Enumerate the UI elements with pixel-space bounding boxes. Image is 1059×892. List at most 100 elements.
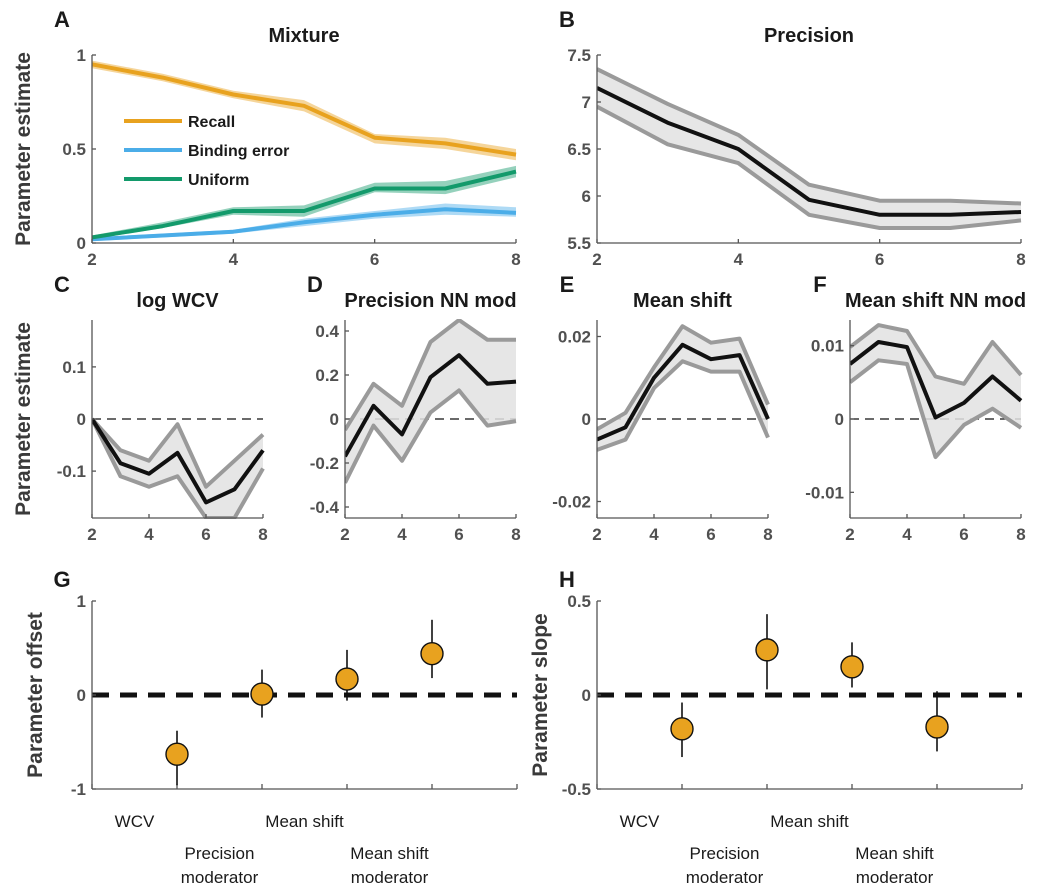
point-marker — [250, 682, 274, 706]
mean-line — [597, 86, 1022, 217]
x-tick-label-D: 2 — [340, 525, 349, 544]
x-tick-label-B: 2 — [592, 250, 601, 269]
series-mean — [597, 324, 770, 452]
x-tick-label-E: 2 — [592, 525, 601, 544]
y-tick-label-G: -1 — [71, 780, 86, 799]
panel-label-H: H — [559, 567, 575, 592]
x-tick-label-A: 4 — [229, 250, 239, 269]
y-axis-label-H: Parameter slope — [529, 613, 552, 776]
x-tick-label-C: 2 — [87, 525, 96, 544]
x-tick-label-C: 8 — [258, 525, 267, 544]
category-label-line: Mean shift — [770, 812, 849, 831]
y-tick-label-B: 6.5 — [567, 140, 591, 159]
point-marker — [925, 715, 949, 739]
category-label-line: Precision — [690, 844, 760, 863]
ci-band — [92, 419, 263, 518]
panel-title-B: Precision — [764, 25, 854, 47]
category-label-line: WCV — [620, 812, 660, 831]
ci-lower-line — [345, 388, 517, 484]
y-tick-label-D: -0.2 — [310, 454, 339, 473]
panel-title-A: Mixture — [268, 25, 339, 47]
y-tick-label-E: 0.02 — [558, 328, 591, 347]
panel-label-G: G — [53, 567, 70, 592]
panel-label-B: B — [559, 7, 575, 32]
series-mean — [850, 323, 1023, 460]
category-label: Mean shift moderator — [855, 844, 934, 887]
x-tick-label-A: 8 — [511, 250, 520, 269]
x-tick-label-F: 4 — [902, 525, 912, 544]
y-tick-label-B: 5.5 — [567, 234, 591, 253]
panel-label-D: D — [307, 272, 323, 297]
series-line — [92, 169, 517, 240]
series-mean — [345, 319, 517, 484]
y-tick-label-H: 0 — [582, 686, 591, 705]
x-tick-label-D: 6 — [454, 525, 463, 544]
y-tick-label-B: 7.5 — [567, 46, 591, 65]
category-label-line: moderator — [351, 868, 429, 887]
category-label: Mean shift — [770, 812, 849, 831]
panel-label-F: F — [813, 272, 826, 297]
panel-C: 0.1 0 -0.1 2 4 6 8 log WCV C Parameter estimate — [12, 272, 268, 544]
category-label-line: Mean shift — [350, 844, 429, 863]
category-label: Mean shift moderator — [350, 844, 429, 887]
y-tick-label-D: 0.4 — [315, 322, 339, 341]
series-line — [92, 62, 517, 157]
category-label: WCV — [620, 812, 660, 831]
ci-upper-line — [597, 67, 1022, 206]
y-tick-label-F: 0.01 — [811, 337, 844, 356]
panel-E: 0.02 0 -0.022 4 6 8 Mean shift E — [552, 272, 772, 544]
y-tick-label-B: 7 — [582, 93, 591, 112]
panel-title-C: log WCV — [136, 290, 219, 312]
y-tick-label-H: -0.5 — [562, 780, 591, 799]
legend-entry: Recall — [188, 114, 235, 131]
panel-F: 0.01 0 -0.01 2 4 6 8 Mean shift NN mod F — [805, 272, 1026, 544]
panel-title-D: Precision NN mod — [344, 290, 516, 312]
panel-H: WCV Precision moderator Mean shift Mean shif… — [529, 567, 1023, 887]
point-marker — [165, 742, 189, 766]
category-label-line: Precision — [185, 844, 255, 863]
legend-entry: Uniform — [188, 172, 249, 189]
panel-D: 0.4 0.2 0 -0.2 -0.42 4 6 8 Precision NN mod D — [307, 272, 521, 544]
ci-band — [597, 69, 1021, 228]
y-tick-label-D: 0.2 — [315, 366, 339, 385]
y-tick-label-B: 6 — [582, 187, 591, 206]
panel-title-E: Mean shift — [633, 290, 732, 312]
x-tick-label-B: 6 — [875, 250, 884, 269]
series-binding-error — [92, 203, 517, 242]
point-marker — [755, 638, 779, 662]
x-tick-label-F: 6 — [959, 525, 968, 544]
mean-line — [850, 340, 1023, 420]
x-tick-label-B: 4 — [734, 250, 744, 269]
panel-label-C: C — [54, 272, 70, 297]
mean-line — [597, 342, 770, 442]
y-tick-label-E: -0.02 — [552, 493, 591, 512]
x-tick-label-E: 8 — [763, 525, 772, 544]
mean-line — [92, 417, 265, 505]
x-tick-label-A: 6 — [370, 250, 379, 269]
panel-label-E: E — [560, 272, 575, 297]
y-tick-label-C: 0 — [77, 410, 86, 429]
category-label: Precision moderator — [181, 844, 259, 887]
x-tick-label-B: 8 — [1016, 250, 1025, 269]
ci-upper-line — [850, 323, 1023, 386]
y-tick-label-A: 1 — [77, 46, 86, 65]
y-tick-label-D: -0.4 — [310, 498, 340, 517]
category-label-line: moderator — [686, 868, 764, 887]
series-line — [92, 207, 517, 242]
y-tick-label-H: 0.5 — [567, 592, 591, 611]
y-tick-label-G: 0 — [77, 686, 86, 705]
y-tick-label-C: 0.1 — [62, 358, 86, 377]
x-tick-label-E: 6 — [706, 525, 715, 544]
point-marker — [420, 641, 444, 666]
category-label: WCV — [115, 812, 155, 831]
y-axis-label-A: Parameter estimate — [12, 52, 35, 246]
series-mean — [92, 417, 265, 519]
ci-lower-line — [597, 359, 770, 452]
category-label-line: Mean shift — [265, 812, 344, 831]
category-label-line: moderator — [181, 868, 259, 887]
point-marker — [670, 717, 694, 741]
point-marker — [840, 655, 864, 679]
y-tick-label-C: -0.1 — [57, 462, 86, 481]
